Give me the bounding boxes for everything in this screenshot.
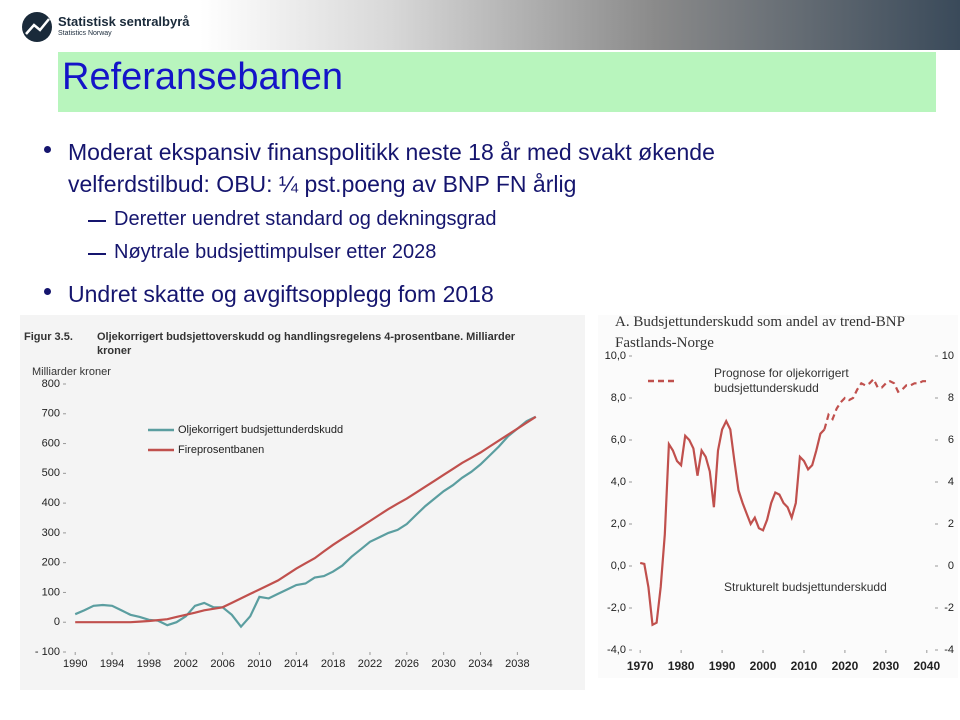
legend-label: Strukturelt budsjettunderskudd — [724, 580, 887, 594]
legend-label: Prognose for oljekorrigert budsjettunder… — [714, 366, 849, 395]
chart-panel — [20, 315, 585, 690]
y2-tick-label: -2 — [944, 602, 954, 614]
x-tick-label: 2020 — [832, 659, 859, 673]
x-tick-label: 2038 — [505, 658, 529, 670]
data-line — [823, 377, 927, 430]
y-tick-label: 600 — [42, 437, 60, 449]
title-bar — [58, 52, 936, 112]
x-tick-label: 1990 — [709, 659, 736, 673]
y2-tick-label: 6 — [948, 434, 954, 446]
y-tick-label: -4,0 — [607, 644, 626, 656]
y2-tick-label: 2 — [948, 518, 954, 530]
sub-bullet — [88, 253, 106, 255]
x-tick-label: 2022 — [358, 658, 382, 670]
data-line — [75, 415, 537, 624]
bullet-text: Undret skatte og avgiftsopplegg fom 2018 — [68, 281, 494, 307]
header-band — [200, 0, 960, 50]
chart-title: Oljekorrigert budsjettoverskudd og handl… — [97, 331, 516, 357]
x-tick-label: 1998 — [137, 658, 161, 670]
x-tick-label: 2040 — [913, 659, 940, 673]
x-tick-label: 2030 — [873, 659, 900, 673]
x-tick-label: 2034 — [468, 658, 492, 670]
x-tick-label: 1990 — [63, 658, 87, 670]
data-line — [639, 418, 826, 627]
y-tick-label: 800 — [42, 378, 60, 390]
slide-title: Referansebanen — [62, 56, 343, 98]
y2-tick-label: 10 — [942, 350, 954, 362]
bullet — [44, 288, 51, 295]
y-tick-label: 2,0 — [611, 518, 626, 530]
y2-tick-label: 0 — [948, 560, 954, 572]
y-tick-label: 300 — [42, 527, 60, 539]
y-tick-label: 10,0 — [605, 350, 626, 362]
y-tick-label: 8,0 — [611, 392, 626, 404]
x-tick-label: 2030 — [431, 658, 455, 670]
sub-bullet — [88, 220, 106, 222]
bullet — [44, 146, 51, 153]
y-tick-label: - 100 — [35, 646, 60, 658]
org-name: Statistisk sentralbyrå — [58, 14, 190, 29]
x-tick-label: 2006 — [210, 658, 234, 670]
chart-title: A. Budsjettunderskudd som andel av trend… — [615, 314, 905, 351]
y-tick-label: 100 — [42, 586, 60, 598]
y-tick-label: 4,0 — [611, 476, 626, 488]
y-tick-label: 500 — [42, 467, 60, 479]
y-tick-label: 0 — [54, 616, 60, 628]
y-tick-label: 700 — [42, 408, 60, 420]
sub-bullet-text: Deretter uendret standard og dekningsgra… — [114, 208, 497, 230]
y-tick-label: 6,0 — [611, 434, 626, 446]
x-tick-label: 2026 — [395, 658, 419, 670]
logo — [22, 12, 52, 42]
y2-tick-label: 4 — [948, 476, 954, 488]
bullet-text: Moderat ekspansiv finanspolitikk neste 1… — [68, 139, 715, 197]
y-axis-label: Milliarder kroner — [32, 366, 111, 378]
figure-label: Figur 3.5. — [24, 331, 73, 343]
x-tick-label: 1994 — [100, 658, 124, 670]
y-tick-label: 400 — [42, 497, 60, 509]
x-tick-label: 2010 — [247, 658, 271, 670]
x-tick-label: 2018 — [321, 658, 345, 670]
x-tick-label: 2002 — [174, 658, 198, 670]
y-tick-label: 0,0 — [611, 560, 626, 572]
y-tick-label: 200 — [42, 557, 60, 569]
org-name-en: Statistics Norway — [58, 30, 112, 37]
y2-tick-label: -4 — [944, 644, 954, 656]
legend-label: Oljekorrigert budsjettunderdskudd — [178, 424, 343, 436]
x-tick-label: 2000 — [750, 659, 777, 673]
x-tick-label: 2010 — [791, 659, 818, 673]
sub-bullet-text: Nøytrale budsjettimpulser etter 2028 — [114, 241, 437, 263]
y-tick-label: -2,0 — [607, 602, 626, 614]
x-tick-label: 2014 — [284, 658, 308, 670]
x-tick-label: 1980 — [668, 659, 695, 673]
y2-tick-label: 8 — [948, 392, 954, 404]
legend-label: Fireprosentbanen — [178, 444, 264, 456]
data-line — [74, 415, 537, 629]
x-tick-label: 1970 — [627, 659, 654, 673]
